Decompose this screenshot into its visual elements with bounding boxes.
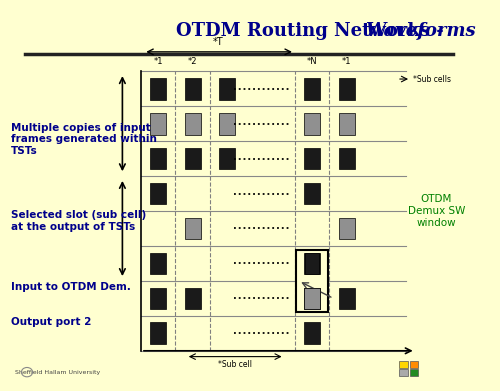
FancyBboxPatch shape (338, 287, 354, 309)
Text: *2: *2 (188, 57, 198, 66)
FancyBboxPatch shape (338, 78, 354, 100)
FancyBboxPatch shape (220, 113, 235, 135)
FancyBboxPatch shape (185, 218, 200, 239)
FancyBboxPatch shape (150, 148, 166, 169)
FancyBboxPatch shape (185, 287, 200, 309)
Text: OTDM Routing Networks -: OTDM Routing Networks - (176, 22, 450, 39)
FancyBboxPatch shape (304, 113, 320, 135)
FancyBboxPatch shape (338, 218, 354, 239)
FancyBboxPatch shape (150, 78, 166, 100)
FancyBboxPatch shape (150, 113, 166, 135)
FancyBboxPatch shape (338, 113, 354, 135)
Text: *1: *1 (154, 57, 163, 66)
Text: *1: *1 (342, 57, 351, 66)
FancyBboxPatch shape (304, 287, 320, 309)
FancyBboxPatch shape (150, 183, 166, 204)
Text: Output port 2: Output port 2 (10, 317, 91, 326)
FancyBboxPatch shape (304, 287, 320, 309)
Text: Multiple copies of input
frames generated within
TSTs: Multiple copies of input frames generate… (10, 123, 156, 156)
FancyBboxPatch shape (220, 78, 235, 100)
FancyBboxPatch shape (185, 148, 200, 169)
Text: *T: *T (212, 37, 224, 47)
Text: Selected slot (sub cell)
at the output of TSTs: Selected slot (sub cell) at the output o… (10, 210, 146, 231)
FancyBboxPatch shape (150, 287, 166, 309)
FancyBboxPatch shape (410, 361, 418, 368)
FancyBboxPatch shape (304, 253, 320, 274)
FancyBboxPatch shape (304, 78, 320, 100)
FancyBboxPatch shape (400, 361, 407, 368)
Text: OTDM
Demux SW
window: OTDM Demux SW window (408, 194, 465, 228)
FancyBboxPatch shape (185, 78, 200, 100)
Text: *Sub cell: *Sub cell (218, 360, 252, 369)
Text: *N: *N (307, 57, 318, 66)
FancyBboxPatch shape (150, 253, 166, 274)
FancyBboxPatch shape (306, 253, 319, 274)
FancyBboxPatch shape (220, 148, 235, 169)
FancyBboxPatch shape (304, 183, 320, 204)
Text: Input to OTDM Dem.: Input to OTDM Dem. (10, 282, 130, 292)
FancyBboxPatch shape (338, 148, 354, 169)
FancyBboxPatch shape (296, 250, 328, 312)
Text: Sheffield Hallam University: Sheffield Hallam University (14, 369, 100, 375)
FancyBboxPatch shape (185, 113, 200, 135)
Text: *Sub cells: *Sub cells (414, 75, 452, 84)
FancyBboxPatch shape (304, 323, 320, 344)
FancyBboxPatch shape (304, 148, 320, 169)
FancyBboxPatch shape (410, 369, 418, 377)
FancyBboxPatch shape (150, 323, 166, 344)
Text: Waveforms: Waveforms (366, 22, 476, 39)
FancyBboxPatch shape (400, 369, 407, 377)
